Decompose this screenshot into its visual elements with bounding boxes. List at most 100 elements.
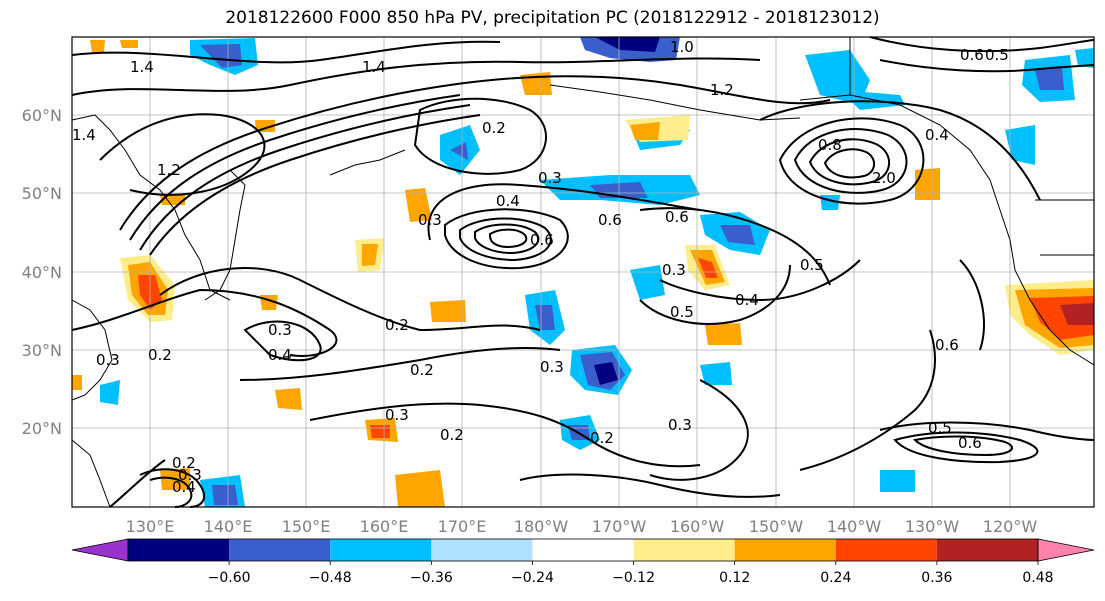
colorbar-segment	[734, 539, 836, 561]
contour-line	[109, 459, 166, 508]
contour-line	[444, 208, 569, 270]
longitude-label: 160°E	[360, 517, 409, 536]
colorbar-segment	[835, 539, 937, 561]
contour-label: 1.0	[670, 38, 694, 56]
contour-label: 0.2	[440, 426, 464, 444]
precip-patch	[1060, 303, 1094, 325]
colorbar-segment	[330, 539, 432, 561]
longitude-label: 140°E	[204, 517, 253, 536]
precip-patch	[120, 40, 138, 48]
contour-line	[799, 329, 936, 471]
contour-label: 0.3	[418, 211, 442, 229]
contour-label: 0.6	[598, 211, 622, 229]
colorbar-segment	[431, 539, 533, 561]
precip-patch	[72, 375, 82, 390]
contour-label: 0.3	[96, 351, 120, 369]
precip-patch	[705, 323, 742, 345]
contour-line	[309, 402, 701, 468]
precip-patch	[698, 258, 718, 278]
contour-line	[71, 288, 338, 357]
contour-line	[159, 267, 541, 332]
contour-label: 1.4	[362, 58, 386, 76]
longitude-label: 150°W	[749, 517, 804, 536]
contour-line	[427, 183, 701, 241]
precip-patch	[90, 40, 105, 52]
longitude-labels: 130°E 140°E 150°E 160°E 170°E 180°W 170°W 160°W…	[126, 517, 1038, 536]
contour-label: 0.3	[668, 416, 692, 434]
contour-label: 0.4	[735, 291, 759, 309]
precip-patch	[200, 44, 242, 68]
latitude-label: 30°N	[22, 341, 62, 360]
precip-patch	[395, 470, 445, 507]
colorbar-extend-min	[71, 538, 129, 562]
longitude-label: 140°W	[827, 517, 882, 536]
latitude-label: 50°N	[22, 184, 62, 203]
colorbar-tick-label: 0.48	[1022, 570, 1053, 586]
colorbar-tick-label: −0.48	[309, 570, 352, 586]
contour-label: 0.5	[985, 46, 1009, 64]
precip-patch	[595, 37, 660, 52]
precip-patch	[1005, 125, 1035, 165]
coastline	[71, 439, 111, 508]
colorbar-tick-label: −0.36	[410, 570, 453, 586]
contour-line	[879, 421, 1095, 441]
contour-label: 0.4	[268, 346, 292, 364]
chart-title: 2018122600 F000 850 hPa PV, precipitatio…	[225, 8, 880, 28]
precip-patch	[700, 362, 732, 385]
colorbar-tick-labels: −0.60 −0.48 −0.36 −0.24 −0.12 0.12 0.24 0.36 0.4…	[208, 561, 1054, 586]
precip-patch	[275, 388, 302, 410]
contour-label: 0.3	[268, 321, 292, 339]
colorbar-segment	[128, 539, 230, 561]
contour-label: 0.4	[496, 192, 520, 210]
colorbar-extend-max	[1037, 538, 1095, 562]
colorbar-tick-label: 0.36	[921, 570, 952, 586]
precip-patch	[1035, 68, 1064, 90]
coastline	[329, 149, 406, 176]
contour-label: 0.6	[665, 208, 689, 226]
colorbar-tick-label: −0.24	[511, 570, 554, 586]
contour-label: 0.4	[172, 478, 196, 496]
contour-line	[659, 259, 861, 302]
precip-patch	[535, 305, 555, 330]
precip-patch	[212, 485, 238, 505]
contour-line	[639, 207, 831, 286]
precip-patch	[520, 72, 552, 95]
precip-patch	[630, 265, 665, 300]
precip-patch	[880, 470, 915, 492]
coastlines	[71, 37, 1095, 508]
contour-line	[239, 347, 561, 381]
colorbar-outline	[127, 538, 1039, 562]
contour-label: 0.5	[928, 419, 952, 437]
contour-label: 0.6	[960, 46, 984, 64]
contour-line	[139, 104, 471, 251]
contour-label: 0.6	[530, 231, 554, 249]
contour-line	[869, 36, 1095, 53]
contour-line	[519, 473, 781, 498]
contour-line	[759, 100, 1041, 201]
contour-line	[912, 435, 1013, 457]
contour-line	[99, 113, 266, 196]
latitude-label: 40°N	[22, 263, 62, 282]
colorbar-tick-label: −0.60	[208, 570, 251, 586]
precip-patch	[370, 425, 390, 438]
longitude-label: 170°W	[592, 517, 647, 536]
contour-line	[879, 59, 1095, 73]
contour-label: 0.3	[178, 466, 202, 484]
contour-label: 0.2	[148, 346, 172, 364]
map-frame	[71, 36, 1095, 508]
latitude-labels: 60°N 50°N 40°N 30°N 20°N	[22, 106, 62, 438]
contour-label: 0.5	[670, 303, 694, 321]
contour-label: 0.2	[172, 454, 196, 472]
contour-label: 0.2	[385, 316, 409, 334]
contour-label: 1.2	[157, 161, 181, 179]
contour-label: 0.3	[538, 169, 562, 187]
precip-patch	[450, 142, 468, 160]
contour-label: 0.5	[800, 256, 824, 274]
latitude-label: 20°N	[22, 419, 62, 438]
contour-line	[793, 128, 908, 194]
precip-patch	[430, 300, 466, 322]
precip-patch	[594, 362, 618, 385]
colorbar-segment	[532, 539, 634, 561]
contour-label: 0.6	[958, 434, 982, 452]
